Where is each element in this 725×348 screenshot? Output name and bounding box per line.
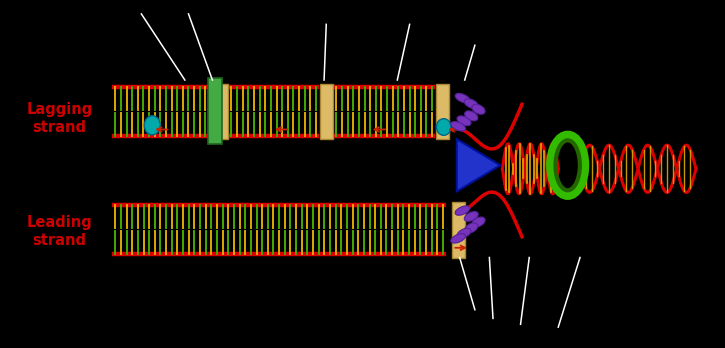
FancyBboxPatch shape [452, 202, 465, 258]
Ellipse shape [451, 121, 465, 131]
Text: Leading
strand: Leading strand [27, 215, 92, 248]
Ellipse shape [451, 234, 465, 243]
Ellipse shape [472, 104, 485, 114]
FancyBboxPatch shape [320, 84, 333, 139]
Ellipse shape [457, 228, 471, 238]
FancyBboxPatch shape [208, 78, 222, 144]
Ellipse shape [144, 116, 160, 135]
Ellipse shape [472, 217, 485, 227]
Ellipse shape [455, 93, 470, 103]
Ellipse shape [465, 223, 478, 233]
Polygon shape [457, 139, 500, 191]
Ellipse shape [465, 111, 478, 121]
Ellipse shape [457, 116, 471, 126]
FancyBboxPatch shape [215, 84, 228, 139]
Ellipse shape [464, 212, 478, 221]
Ellipse shape [455, 206, 470, 215]
FancyBboxPatch shape [436, 84, 449, 139]
Ellipse shape [464, 99, 478, 109]
Text: Lagging
strand: Lagging strand [26, 102, 93, 135]
Ellipse shape [436, 119, 451, 135]
